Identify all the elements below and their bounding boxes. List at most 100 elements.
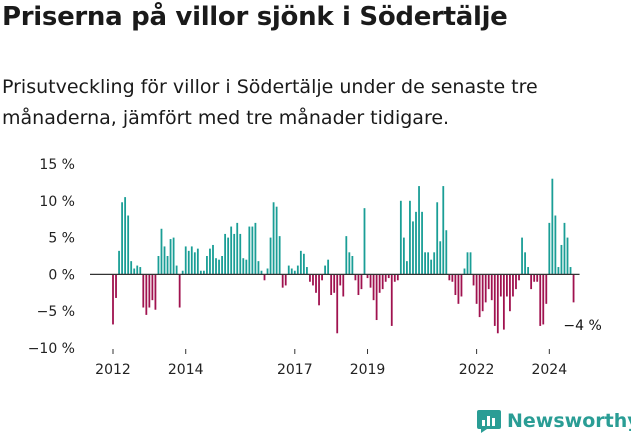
bar <box>154 274 157 310</box>
bar <box>233 233 236 275</box>
bar-chart: 15 % 10 % 5 % 0 % −5 % −10 % 2012 2014 2017 2019… <box>28 157 602 378</box>
bar <box>499 274 502 297</box>
bar <box>539 274 542 326</box>
bar <box>475 274 478 304</box>
bar <box>521 237 523 275</box>
bar <box>381 274 384 290</box>
y-tick-label: 15 % <box>39 157 75 173</box>
bar <box>454 274 457 296</box>
bar <box>290 268 293 275</box>
bar <box>563 222 566 275</box>
bar <box>460 274 463 297</box>
bar <box>160 228 163 275</box>
bar <box>384 274 387 282</box>
bar <box>530 274 533 290</box>
bar <box>148 274 151 308</box>
bar <box>118 250 120 275</box>
annotations: −4 % <box>563 318 601 334</box>
bar <box>548 222 551 275</box>
x-tick-label: 2012 <box>95 362 131 378</box>
y-axis: 15 % 10 % 5 % 0 % −5 % −10 % <box>28 157 75 357</box>
bar <box>484 274 487 303</box>
bar <box>409 200 411 275</box>
bar <box>206 256 208 275</box>
bar <box>163 246 166 275</box>
bar <box>445 230 448 275</box>
bar <box>375 274 378 321</box>
bar <box>209 248 211 275</box>
bar <box>190 246 193 275</box>
bar <box>545 274 548 304</box>
bar <box>157 256 160 275</box>
bar <box>336 274 339 334</box>
bar <box>366 274 369 279</box>
bar <box>442 186 445 275</box>
bar <box>515 274 517 290</box>
bar <box>390 274 393 326</box>
bar <box>306 267 308 275</box>
bar <box>296 265 299 275</box>
bar <box>230 226 233 275</box>
bar <box>302 253 305 275</box>
bar <box>466 252 469 275</box>
bar <box>203 270 205 275</box>
bar <box>184 246 187 275</box>
bar <box>242 258 245 275</box>
bar <box>421 211 423 275</box>
bar <box>424 252 426 275</box>
bar <box>239 233 242 275</box>
bar <box>112 274 114 325</box>
bar <box>287 265 290 275</box>
bar <box>324 265 326 275</box>
bar <box>127 215 130 275</box>
bar <box>339 274 342 286</box>
bar <box>351 256 354 275</box>
bar <box>133 268 136 275</box>
bar <box>315 274 317 293</box>
bar <box>490 274 493 301</box>
bar <box>348 252 351 275</box>
bar <box>527 267 530 275</box>
bar <box>321 274 323 281</box>
bar <box>393 274 396 282</box>
bar <box>472 274 475 286</box>
x-tick-label: 2017 <box>277 362 313 378</box>
bar <box>427 252 430 275</box>
bar <box>151 274 154 301</box>
bar <box>175 265 178 275</box>
bar <box>224 233 227 275</box>
bar <box>245 259 248 275</box>
x-tick-label: 2014 <box>168 362 204 378</box>
bar <box>542 274 545 325</box>
bar <box>478 274 481 318</box>
bar <box>487 274 490 290</box>
bar <box>266 268 269 275</box>
bar <box>199 270 202 275</box>
bar <box>566 237 569 275</box>
bar <box>345 236 348 275</box>
bar <box>248 226 251 275</box>
brand-logo: Newsworthy <box>476 408 631 434</box>
bar <box>215 258 217 275</box>
bar <box>312 274 314 286</box>
bar <box>412 221 414 275</box>
bar <box>254 222 257 275</box>
bar <box>469 252 472 275</box>
bar <box>327 259 330 275</box>
chart-subtitle: Prisutveckling för villor i Södertälje u… <box>2 76 538 129</box>
bar <box>172 237 175 275</box>
bar <box>187 250 190 275</box>
bar <box>130 261 133 275</box>
bar <box>251 226 254 275</box>
y-tick-label: 5 % <box>48 231 75 247</box>
bar <box>433 252 436 275</box>
bar <box>284 274 287 286</box>
bar <box>551 178 554 275</box>
bar <box>293 270 296 275</box>
newsworthy-logo-icon <box>477 410 501 433</box>
bar <box>342 274 345 297</box>
bar <box>481 274 484 312</box>
bar <box>257 261 260 275</box>
bar <box>387 274 390 279</box>
bar <box>139 267 142 275</box>
